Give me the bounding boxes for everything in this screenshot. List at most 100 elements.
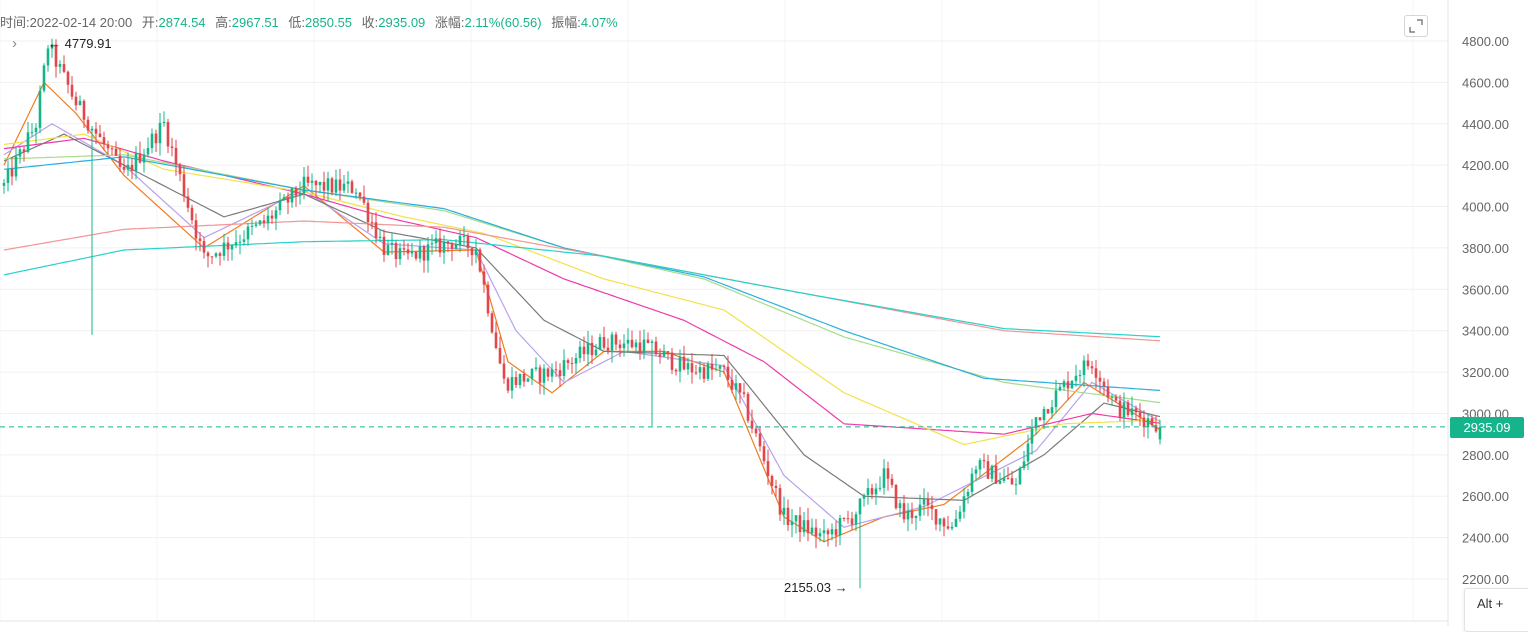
candle-body [1046,409,1050,414]
candle-body [466,235,470,249]
candle-body [454,244,458,249]
candle-body [554,369,558,371]
candle-body [266,215,270,224]
candle-body [798,515,802,533]
candle-body [654,341,658,355]
candle-body [1130,408,1134,416]
candle-body [538,367,542,383]
candle-body [598,337,602,350]
candle-body [622,343,626,349]
candle-body [134,153,138,171]
change-label: 涨幅: [434,15,465,30]
candle-body [242,239,246,242]
candle-body [1090,366,1094,369]
candle-body [1098,377,1102,382]
chevron-right-icon[interactable]: › [12,35,17,52]
close-label: 收: [361,15,379,30]
candle-body [202,241,206,253]
candle-body [526,378,530,382]
candle-body [66,71,70,85]
candle-body [22,149,26,153]
candle-body [1050,407,1054,414]
candle-body [586,342,590,355]
y-tick-label: 2200.00 [1462,572,1509,587]
candle-body [682,356,686,370]
candle-body [154,133,158,144]
candle-body [374,222,378,238]
candle-body [714,368,718,370]
candle-body [226,242,230,250]
candle-body [1010,478,1014,485]
candle-body [698,367,702,373]
candle-body [1142,417,1146,428]
candle-body [678,356,682,372]
candle-body [530,368,534,379]
candle-body [514,377,518,386]
candle-body [582,346,586,355]
candle-body [330,178,334,193]
close-value: 2935.09 [378,15,426,30]
candle-body [354,192,358,194]
moving-average-line [3,154,1161,404]
candle-body [998,480,1002,484]
candle-body [386,244,390,256]
candle-body [990,465,994,479]
candle-body [650,341,654,343]
candle-body [278,200,282,211]
candle-body [766,461,770,476]
candle-body [642,339,646,354]
candle-body [930,505,934,510]
candle-body [742,392,746,394]
high-value: 2967.51 [231,15,279,30]
candle-body [1078,375,1082,377]
candle-body [730,379,734,390]
expand-button[interactable] [1404,15,1428,37]
candle-body [306,176,310,183]
candle-body [506,378,510,391]
candle-body [30,132,34,134]
low-point-label: 2155.03 → [784,580,848,595]
candle-body [974,469,978,474]
candle-body [658,354,662,357]
candle-body [670,352,674,370]
candle-body [830,529,834,535]
y-tick-label: 3400.00 [1462,324,1509,339]
candles [2,38,1162,589]
candle-body [1042,409,1046,421]
candle-body [666,351,670,353]
candle-body [126,164,130,170]
candle-body [378,236,382,238]
candle-body [1066,381,1070,389]
candle-body [402,248,406,250]
candle-body [62,64,66,72]
candle-body [638,342,642,354]
y-tick-label: 2400.00 [1462,531,1509,546]
candle-body [90,128,94,131]
candle-body [918,504,922,516]
candle-body [890,478,894,485]
candle-body [942,518,946,527]
candle-body [142,154,146,163]
candle-body [382,236,386,256]
candle-body [494,332,498,349]
candle-body [146,148,150,155]
candle-body [674,369,678,372]
candle-body [418,246,422,259]
candle-body [110,148,114,150]
candle-body [1070,380,1074,389]
candle-body [182,174,186,197]
candle-body [858,498,862,515]
candle-body [1054,390,1058,408]
candle-body [214,253,218,257]
candle-body [590,342,594,356]
y-tick-label: 2800.00 [1462,448,1509,463]
y-tick-label: 4000.00 [1462,200,1509,215]
candle-body [434,238,438,244]
expand-icon [1409,19,1423,33]
candle-body [350,181,354,193]
candle-body [310,180,314,183]
candle-body [138,153,142,163]
candle-body [778,488,782,515]
y-tick-label: 3800.00 [1462,241,1509,256]
